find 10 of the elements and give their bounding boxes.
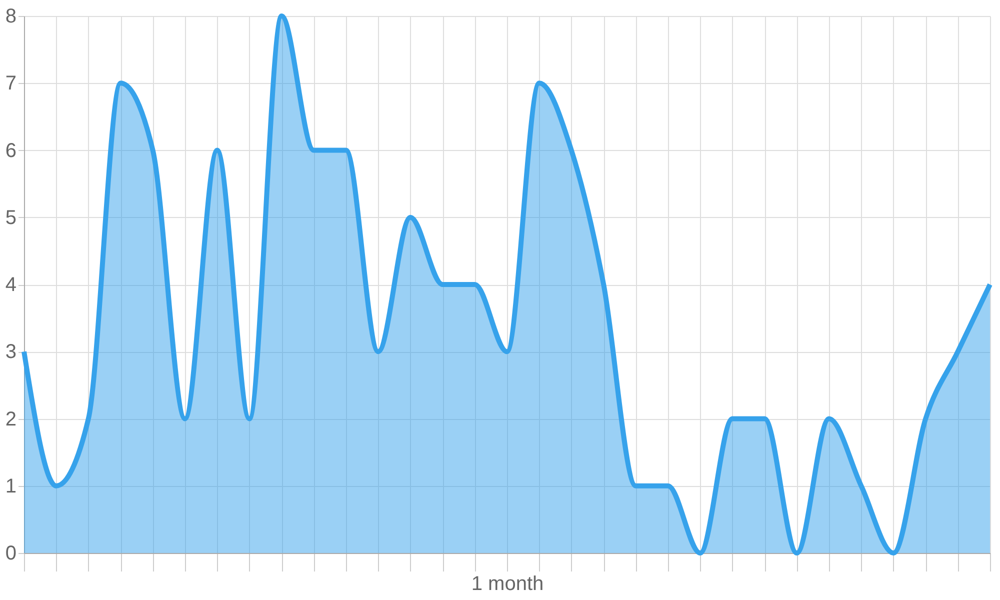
y-tick-label: 5 [5, 206, 16, 229]
y-tick-label: 2 [5, 408, 16, 430]
y-tick-label: 4 [5, 274, 16, 296]
y-tick-label: 3 [5, 341, 16, 364]
x-axis-title: 1 month [471, 573, 544, 595]
y-tick-label: 1 [5, 475, 16, 498]
y-tick-label: 7 [5, 72, 16, 95]
y-tick-label: 6 [5, 140, 16, 162]
y-tick-label: 8 [5, 6, 16, 28]
y-tick-label: 0 [5, 542, 16, 564]
